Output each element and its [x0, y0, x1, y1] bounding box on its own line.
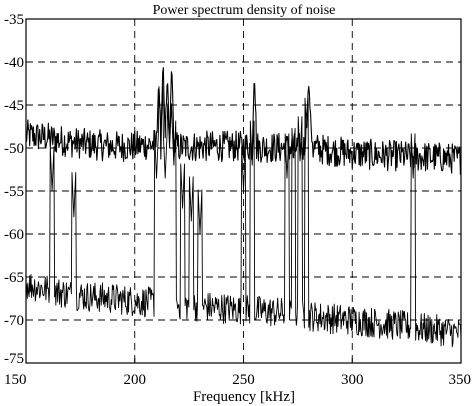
upper-noise-series-line [25, 67, 462, 176]
x-tick-label: 300 [341, 372, 364, 388]
y-tick-label: -50 [4, 141, 24, 157]
y-tick-label: -40 [4, 55, 24, 71]
y-tick-label: -55 [4, 184, 24, 200]
y-tick-label: -65 [4, 270, 24, 286]
x-axis-title: Frequency [kHz] [193, 389, 295, 405]
lower-noise-series-line [25, 86, 462, 348]
series-layer [25, 67, 462, 348]
x-tick-label: 250 [232, 372, 255, 388]
y-tick-label: -60 [4, 227, 24, 243]
y-tick-label: -45 [4, 98, 24, 114]
x-tick-label: 200 [124, 372, 147, 388]
y-ticks: -35 -40 -45 -50 -55 -60 -65 -70 -75 [4, 12, 31, 367]
y-tick-label: -75 [4, 351, 24, 367]
x-ticks: 150 200 250 300 350 [4, 358, 471, 388]
chart-title: Power spectrum density of noise [153, 3, 336, 18]
y-tick-label: -35 [4, 12, 24, 28]
x-tick-label: 350 [449, 372, 472, 388]
x-tick-label: 150 [4, 372, 27, 388]
y-tick-label: -70 [4, 313, 24, 329]
